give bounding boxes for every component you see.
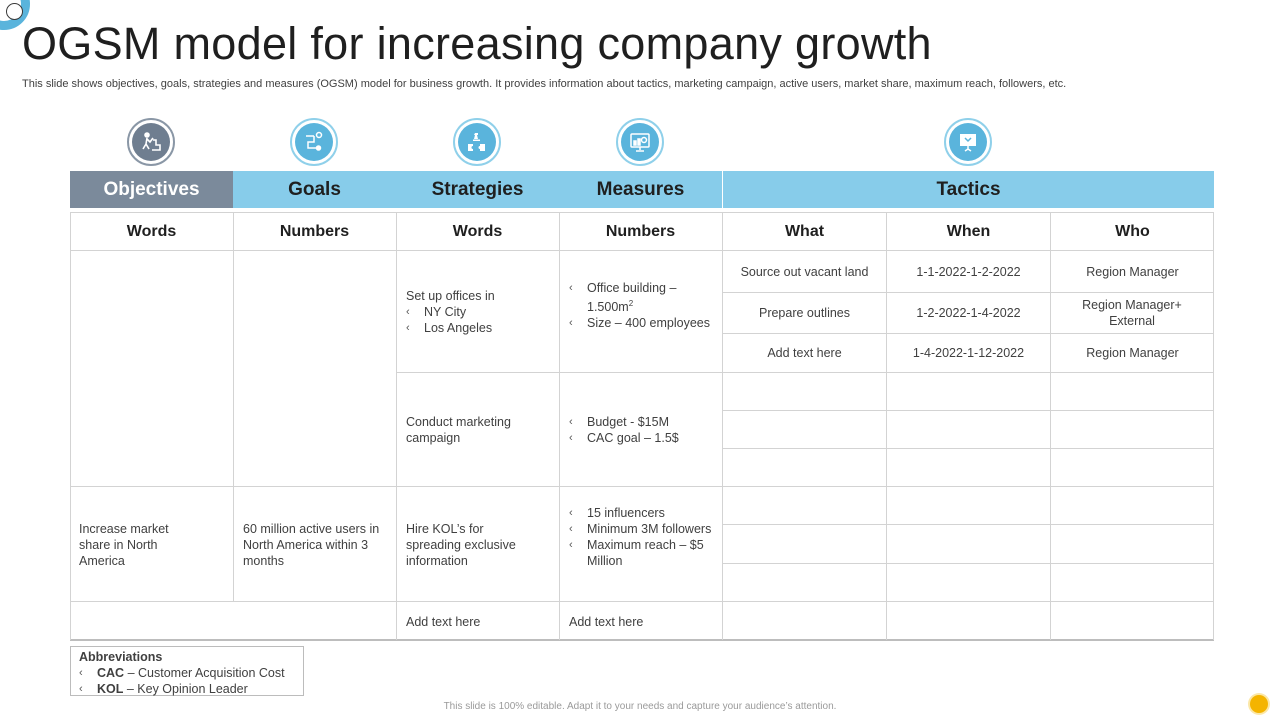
tactic-who: Region Manager+ External	[1082, 298, 1182, 328]
subheader-measures-numbers: Numbers	[605, 222, 676, 240]
measures-icon	[616, 118, 664, 166]
subheader-tactics-when: When	[946, 222, 991, 240]
strategy-add-text: Add text here	[406, 615, 481, 629]
abbreviations-box: Abbreviations ‹ CAC – Customer Acquisitio…	[70, 646, 304, 696]
abbreviation-item: ‹ KOL – Key Opinion Leader	[79, 682, 248, 696]
strategy-campaign: Conduct marketing campaign	[406, 415, 511, 445]
goal-active-users: 60 million active users in North America…	[243, 522, 380, 568]
header-goals: Goals	[288, 178, 341, 200]
subheader-tactics-who: Who	[1115, 222, 1150, 240]
subheader-tactics-what: What	[784, 222, 825, 240]
tactics-icon	[944, 118, 992, 166]
bullet-icon: ‹	[569, 507, 573, 519]
strategies-icon	[453, 118, 501, 166]
measure-kol: ‹ 15 influencers ‹ Minimum 3M followers ‹ M…	[569, 506, 712, 568]
abbreviation-item: ‹ CAC – Customer Acquisition Cost	[79, 666, 285, 680]
decorative-ring	[0, 0, 30, 30]
strategy-offices: Set up offices in ‹ NY City ‹ Los Angeles	[406, 289, 495, 335]
header-strategies: Strategies	[431, 178, 524, 200]
bullet-icon: ‹	[406, 322, 410, 334]
subheader-goals-numbers: Numbers	[279, 222, 350, 240]
header-measures: Measures	[596, 178, 685, 200]
header-band	[233, 171, 1214, 208]
tactic-when: 1-4-2022-1-12-2022	[912, 346, 1025, 360]
objectives-icon	[127, 118, 175, 166]
abbreviations-heading: Abbreviations	[79, 650, 163, 664]
measure-add-text: Add text here	[569, 615, 644, 629]
tactic-who: Region Manager	[1086, 346, 1179, 360]
measure-campaign: ‹ Budget - $15M ‹ CAC goal – 1.5$	[569, 415, 679, 445]
bullet-icon: ‹	[569, 317, 573, 330]
goals-icon	[290, 118, 338, 166]
tactic-what: Prepare outlines	[758, 306, 851, 320]
bullet-icon: ‹	[406, 306, 410, 318]
page-subtitle: This slide shows objectives, goals, stra…	[22, 78, 1067, 90]
objective-market-share: Increase market share in North America	[79, 522, 169, 568]
decorative-corner-dot	[1250, 695, 1268, 713]
subheader-objectives-words: Words	[126, 222, 177, 240]
tactic-who: Region Manager	[1086, 264, 1179, 279]
bullet-icon: ‹	[569, 416, 573, 428]
bullet-icon: ‹	[79, 667, 83, 679]
bullet-icon: ‹	[569, 523, 573, 535]
footer-note: This slide is 100% editable. Adapt it to…	[443, 701, 837, 712]
header-objectives: Objectives	[70, 171, 233, 208]
tactic-when: 1-2-2022-1-4-2022	[916, 306, 1021, 320]
header-tactics: Tactics	[936, 178, 1001, 200]
tactic-what: Source out vacant land	[740, 264, 869, 279]
bullet-icon: ‹	[569, 282, 573, 294]
page-title: OGSM model for increasing company growth	[22, 18, 932, 69]
measure-offices: ‹ Office building – 1.500m2 ‹ Size – 400 e…	[569, 281, 710, 331]
bullet-icon: ‹	[569, 539, 573, 551]
tactic-when: 1-1-2022-1-2-2022	[916, 264, 1021, 279]
decorative-dot	[6, 3, 23, 20]
subheader-strategies-words: Words	[452, 222, 503, 240]
bullet-icon: ‹	[79, 683, 83, 695]
strategy-kol: Hire KOL’s for spreading exclusive infor…	[406, 522, 516, 568]
bullet-icon: ‹	[569, 432, 573, 444]
header-separator	[722, 171, 723, 208]
tactic-what: Add text here	[767, 346, 842, 360]
